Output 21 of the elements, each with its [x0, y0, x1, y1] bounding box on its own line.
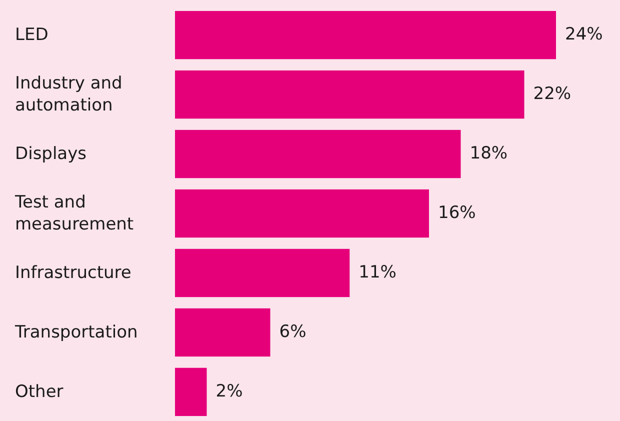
- bar: [175, 10, 556, 60]
- y-tick-label: Industry and automation: [15, 73, 122, 116]
- y-tick-label: Other: [15, 382, 64, 402]
- data-label: 24%: [565, 24, 603, 45]
- y-tick-label: Displays: [15, 144, 87, 164]
- bar: [175, 189, 429, 238]
- data-label: 6%: [279, 322, 306, 342]
- y-tick-label: LED: [15, 24, 48, 45]
- data-label: 11%: [358, 262, 396, 283]
- y-tick-label: Infrastructure: [15, 262, 132, 283]
- y-tick-label: Transportation: [14, 322, 138, 342]
- bar: [175, 130, 461, 178]
- data-label: 18%: [470, 144, 508, 164]
- y-tick-label: Test and measurement: [14, 192, 134, 234]
- bar: [175, 368, 207, 416]
- bar: [175, 70, 524, 119]
- data-label: 16%: [438, 203, 476, 224]
- data-label: 22%: [533, 84, 572, 104]
- bar: [175, 248, 350, 298]
- data-label: 2%: [216, 382, 243, 402]
- bar: [175, 308, 270, 357]
